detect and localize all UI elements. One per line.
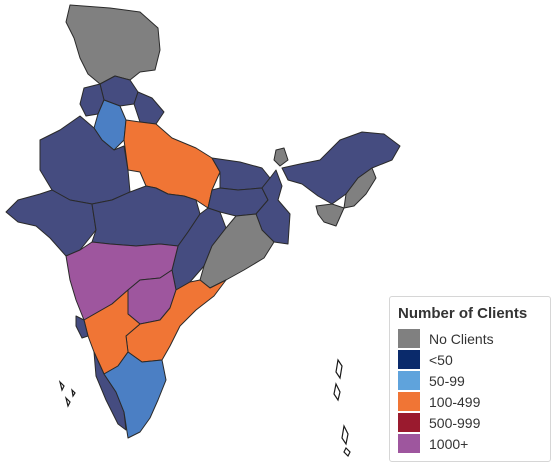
legend-swatch (398, 329, 420, 348)
region-uttarakhand (133, 91, 165, 125)
region-goa (75, 315, 89, 339)
legend-label: 100-499 (429, 393, 481, 410)
legend-label: 50-99 (429, 372, 465, 389)
region-tripura-mizoram (315, 203, 345, 227)
legend-item-lt50: <50 (398, 349, 542, 370)
andaman-nicobar-islands (333, 358, 351, 458)
legend-label: No Clients (429, 330, 494, 347)
legend-item-b50: 50-99 (398, 370, 542, 391)
legend-label: 1000+ (429, 435, 469, 452)
legend-swatch (398, 392, 420, 411)
region-nagaland-manipur (343, 167, 377, 209)
legend-swatch (398, 434, 420, 453)
legend-swatch (398, 350, 420, 369)
legend-swatch (398, 413, 420, 432)
region-west-bengal (255, 169, 291, 245)
lakshadweep-islands (58, 380, 76, 408)
legend-item-b500: 500-999 (398, 412, 542, 433)
region-sikkim (273, 147, 289, 167)
legend-label: <50 (429, 351, 453, 368)
legend-label: 500-999 (429, 414, 481, 431)
map-legend: Number of Clients No Clients <50 50-99 100-… (389, 296, 551, 462)
legend-items: No Clients <50 50-99 100-499 500-999 1000+ (398, 328, 542, 454)
region-bihar (211, 157, 271, 191)
region-tamil-nadu (103, 351, 167, 439)
region-jammu-kashmir (65, 4, 161, 85)
legend-title: Number of Clients (398, 305, 528, 322)
legend-item-b100: 100-499 (398, 391, 542, 412)
legend-item-b1000: 1000+ (398, 433, 542, 454)
region-northeast (281, 131, 401, 205)
legend-item-none: No Clients (398, 328, 542, 349)
legend-swatch (398, 371, 420, 390)
